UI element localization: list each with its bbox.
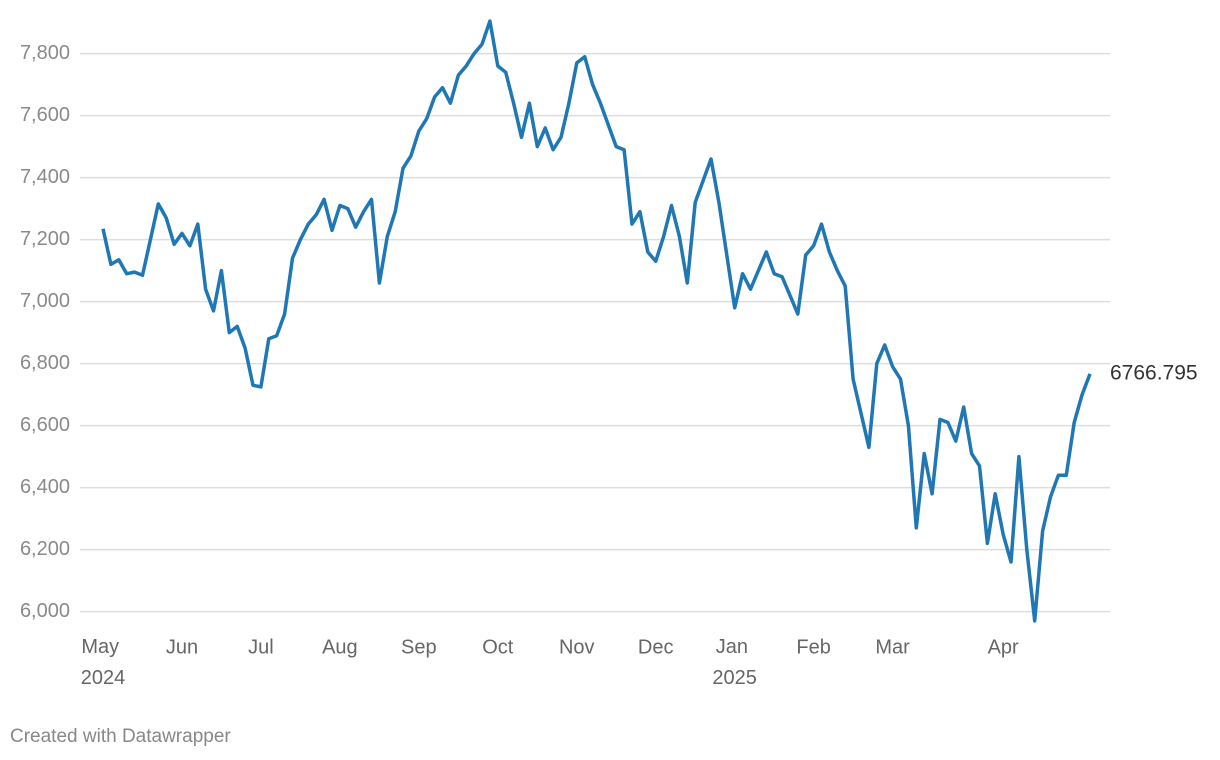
x-tick-label: Oct xyxy=(482,636,514,658)
y-tick-label: 7,000 xyxy=(20,290,70,312)
x-tick-label: Jun xyxy=(166,636,198,658)
y-tick-label: 6,000 xyxy=(20,600,70,622)
y-tick-label: 6,800 xyxy=(20,352,70,374)
y-tick-label: 6,400 xyxy=(20,476,70,498)
y-tick-label: 7,400 xyxy=(20,166,70,188)
x-tick-label: Mar xyxy=(875,636,910,658)
x-tick-label: Feb xyxy=(796,636,830,658)
x-tick-label: Jan 2025 xyxy=(712,636,757,689)
value-label: 6766.795 xyxy=(1110,361,1198,384)
y-tick-label: 7,800 xyxy=(20,42,70,64)
line xyxy=(101,19,1092,623)
y-tick-label: 6,600 xyxy=(20,414,70,436)
y-tick-label: 7,200 xyxy=(20,228,70,250)
x-tick-label: Sep xyxy=(401,636,437,658)
x-tick-label: Jul xyxy=(248,636,274,658)
y-tick-label: 6,200 xyxy=(20,538,70,560)
x-tick-label: Dec xyxy=(638,636,674,658)
x-tick-label: Nov xyxy=(559,636,595,658)
x-tick-label: May 2024 xyxy=(81,636,126,689)
x-tick-label: Apr xyxy=(988,636,1019,658)
x-tick-label: Aug xyxy=(322,636,358,658)
footer: Created with Datawrapper xyxy=(10,726,231,747)
y-tick-label: 7,600 xyxy=(20,104,70,126)
